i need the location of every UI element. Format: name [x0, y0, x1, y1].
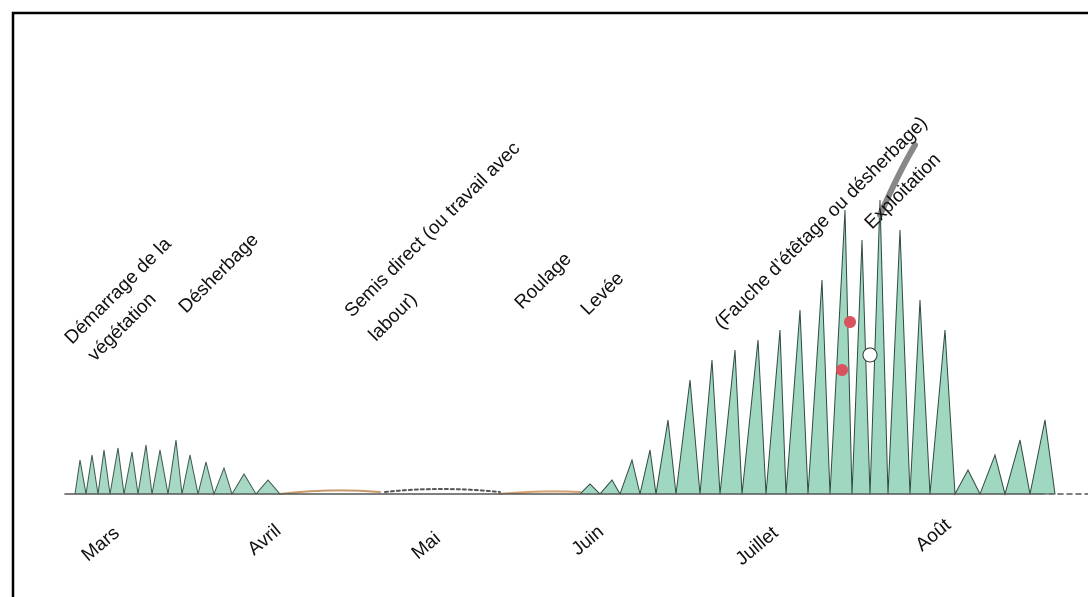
month-label: Avril [244, 520, 286, 560]
event-label: Levée [577, 268, 628, 319]
illustration: Démarrage de lavégétationDésherbageSemis… [0, 0, 1088, 597]
month-label: Mai [408, 528, 445, 564]
month-label: Août [912, 514, 956, 556]
month-label: Juillet [732, 522, 783, 570]
month-label: Juin [568, 521, 608, 559]
vegetation-drawing [65, 145, 1088, 494]
event-label: Roulage [511, 249, 576, 314]
frame [13, 13, 1088, 597]
event-label: Semis direct (ou travail avec [341, 138, 525, 322]
month-label: Mars [78, 523, 124, 566]
event-label: Désherbage [175, 229, 263, 317]
